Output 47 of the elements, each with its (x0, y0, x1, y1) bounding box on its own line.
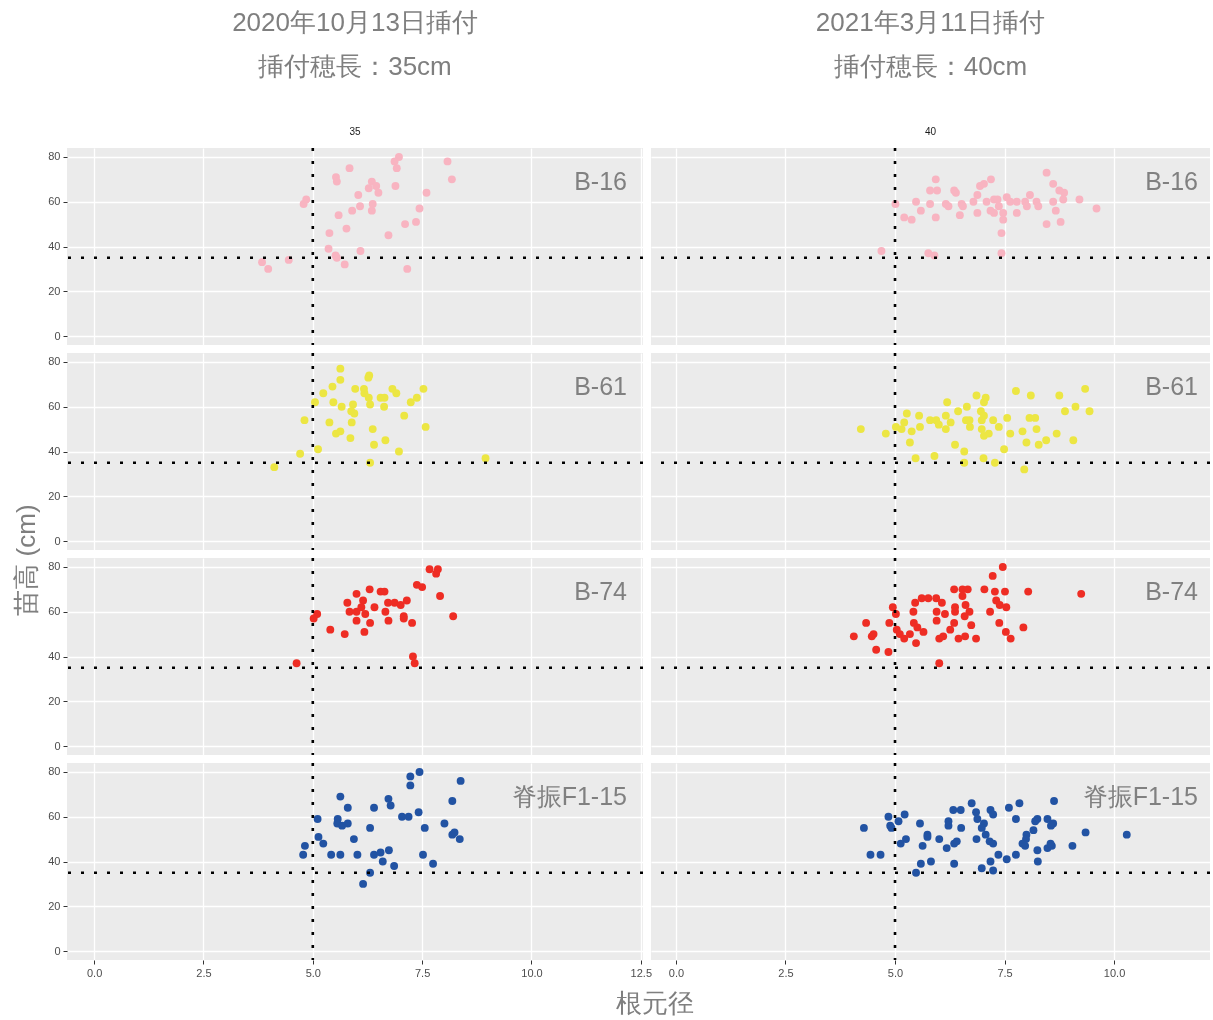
x-axis-title: 根元径 (616, 986, 694, 1020)
y-tick-label: 60 (48, 400, 61, 413)
y-tick-label: 40 (48, 240, 61, 252)
y-tick-label: 0 (54, 534, 61, 547)
x-tick-label: 7.5 (414, 966, 431, 979)
y-tick-label: 40 (48, 650, 61, 662)
x-tick-label: 7.5 (997, 966, 1013, 979)
annotation: B-16 (1145, 167, 1198, 195)
y-tick-label: 0 (54, 329, 61, 342)
annotation: B-61 (1145, 372, 1198, 400)
y-tick-label: 20 (48, 899, 61, 912)
y-tick-label: 20 (48, 694, 61, 707)
annotation: 脊振F1-15 (511, 782, 627, 810)
y-tick-label: 40 (48, 445, 61, 457)
annotation: B-16 (574, 167, 627, 195)
x-tick-label: 2.5 (778, 966, 794, 979)
annotation: B-61 (574, 372, 627, 400)
x-tick-label: 5.0 (887, 966, 904, 979)
x-tick-label: 12.5 (630, 966, 653, 979)
x-tick-label: 2.5 (196, 966, 212, 979)
y-tick-label: 20 (48, 489, 61, 502)
y-tick-label: 60 (48, 810, 61, 823)
x-tick-label: 0.0 (668, 966, 685, 979)
x2-axis-title: 35 (349, 125, 361, 137)
annotation: B-74 (1145, 577, 1199, 605)
y-tick-label: 60 (48, 605, 61, 618)
y-tick-label: 0 (54, 944, 61, 957)
y-tick-label: 20 (48, 284, 61, 297)
x-tick-label: 0.0 (86, 966, 103, 979)
y-tick-label: 40 (48, 855, 61, 867)
x-tick-label: 5.0 (305, 966, 321, 979)
chart-subtitle: 挿付穂長：40cm (832, 50, 1029, 83)
chart-title: 2020年10月13日挿付 (231, 6, 479, 39)
chart-title: 2021年3月11日挿付 (814, 6, 1047, 39)
annotation: B-74 (574, 577, 628, 605)
annotation: 脊振F1-15 (1082, 782, 1198, 810)
y-tick-label: 80 (48, 150, 61, 163)
y-axis-title: 苗高 (cm) (9, 504, 42, 616)
x2-axis-title: 40 (924, 125, 937, 137)
x-tick-label: 10.0 (521, 966, 543, 979)
y-tick-label: 60 (48, 195, 61, 208)
chart-subtitle: 挿付穂長：35cm (257, 50, 453, 83)
y-tick-label: 80 (48, 765, 61, 778)
y-tick-label: 80 (48, 560, 61, 573)
y-tick-label: 80 (48, 355, 61, 368)
x-tick-label: 10.0 (1103, 966, 1126, 979)
y-tick-label: 0 (54, 739, 61, 752)
